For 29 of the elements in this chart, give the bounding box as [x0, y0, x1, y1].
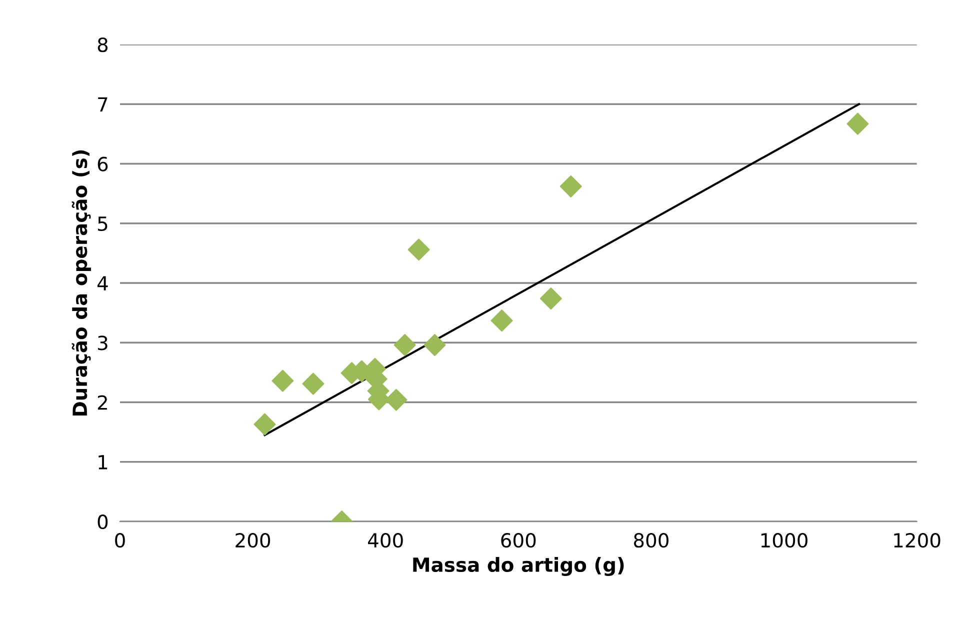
point [408, 238, 430, 261]
x-tick-label: 600 [501, 532, 536, 548]
x-tick-label: 200 [236, 532, 270, 548]
x-tick-label: 0 [115, 532, 125, 548]
point [254, 413, 276, 436]
point [394, 334, 416, 356]
x-axis-title: Massa do artigo (g) [413, 557, 624, 576]
y-tick-label: 1 [98, 455, 108, 470]
point [302, 372, 324, 395]
y-tick-label: 8 [98, 37, 108, 52]
y-axis-title: Duração da operação (s) [72, 150, 91, 416]
y-tick-label: 7 [98, 97, 108, 112]
y-tick-label: 4 [97, 276, 108, 290]
point [490, 310, 513, 332]
y-tick-label: 5 [98, 216, 108, 232]
x-tick-label: 800 [634, 532, 668, 548]
y-tick-label: 2 [98, 395, 107, 410]
y-tick-label: 0 [98, 514, 108, 530]
y-tick-label: 3 [98, 336, 108, 350]
x-tick-label: 400 [368, 532, 403, 548]
point [385, 388, 408, 411]
y-tick-label: 6 [98, 156, 108, 172]
point [540, 288, 562, 310]
x-tick-label: 1000 [761, 532, 808, 548]
point [272, 370, 294, 392]
x-tick-label: 1200 [894, 532, 940, 548]
point [424, 334, 446, 356]
point [846, 112, 869, 135]
point [560, 175, 582, 198]
